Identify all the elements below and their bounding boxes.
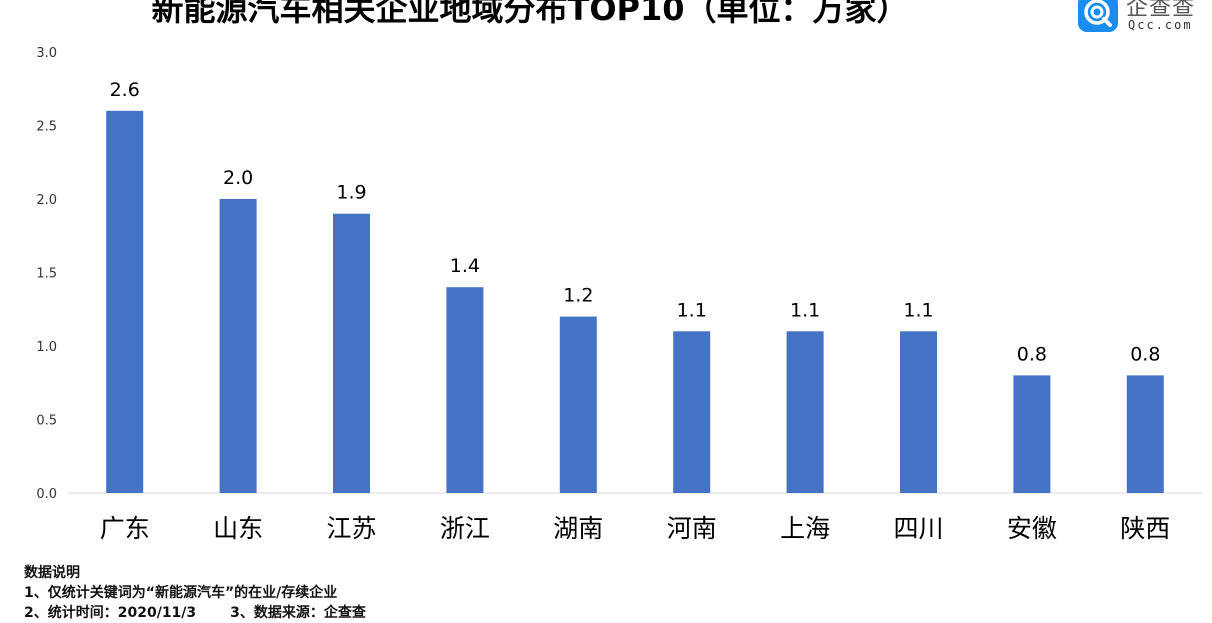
bars-group [106, 110, 1164, 494]
data-label: 0.8 [1017, 343, 1047, 365]
bar [1013, 375, 1051, 493]
x-tick-label: 陕西 [1120, 514, 1170, 543]
y-tick-label: 1.5 [36, 267, 57, 282]
qcc-logo-icon [1078, 0, 1118, 32]
bar [786, 331, 824, 493]
x-tick-label: 广东 [100, 514, 150, 543]
notes-heading: 数据说明 [24, 565, 80, 581]
x-tick-label: 安徽 [1007, 514, 1057, 543]
y-tick-label: 3.0 [36, 46, 57, 61]
y-axis-tick-labels: 0.0 0.5 1.0 1.5 2.0 2.5 3.0 [36, 46, 57, 502]
x-tick-label: 浙江 [440, 514, 490, 543]
notes-line-2-time: 2、统计时间：2020/11/3 [24, 605, 197, 621]
data-label: 1.2 [563, 285, 593, 307]
data-label: 0.8 [1130, 343, 1160, 365]
y-tick-label: 2.0 [36, 193, 57, 208]
x-axis-tick-labels: 广东 山东 江苏 浙江 湖南 河南 上海 四川 安徽 陕西 [100, 514, 1171, 543]
x-tick-label: 河南 [667, 514, 717, 543]
notes-line-2: 2、统计时间：2020/11/3 3、数据来源：企查查 [24, 603, 366, 623]
bar [219, 199, 257, 493]
data-label: 1.1 [903, 299, 933, 321]
x-tick-label: 山东 [213, 514, 263, 543]
x-tick-label: 湖南 [553, 514, 603, 543]
data-label: 1.1 [790, 299, 820, 321]
chart-title: 新能源汽车相关企业地域分布TOP10（单位：万家） [151, 0, 909, 28]
y-tick-label: 0.5 [36, 414, 57, 429]
x-tick-label: 江苏 [326, 514, 376, 543]
value-labels-group: 2.6 2.0 1.9 1.4 1.2 1.1 1.1 1.1 0.8 0.8 [110, 79, 1161, 366]
data-label: 2.6 [110, 79, 140, 101]
logo-chinese-text: 企查查 [1126, 0, 1196, 21]
data-notes: 数据说明 1、仅统计关键词为“新能源汽车”的在业/存续企业 2、统计时间：202… [24, 563, 366, 623]
bar-chart: 0.0 0.5 1.0 1.5 2.0 2.5 3.0 2.6 2.0 1.9 1.4 1.2 1.1… [36, 46, 1202, 543]
data-label: 1.4 [450, 255, 480, 277]
bar [333, 213, 370, 493]
magnifier-q-icon [1084, 0, 1112, 27]
x-tick-label: 上海 [780, 514, 830, 543]
bar [900, 331, 937, 493]
notes-line-2-source: 3、数据来源：企查查 [230, 605, 366, 621]
data-label: 2.0 [223, 167, 253, 189]
y-tick-label: 1.0 [36, 340, 57, 355]
y-tick-label: 0.0 [36, 487, 57, 502]
bar [106, 110, 144, 494]
y-tick-label: 2.5 [36, 120, 57, 135]
x-tick-label: 四川 [893, 514, 943, 543]
notes-line-1: 1、仅统计关键词为“新能源汽车”的在业/存续企业 [24, 585, 338, 601]
bar [559, 316, 597, 493]
bar [1126, 375, 1164, 493]
bar [446, 287, 484, 493]
logo-english-text: Qcc.com [1128, 18, 1193, 32]
data-label: 1.9 [336, 182, 366, 204]
qcc-logo: 企查查 Qcc.com [1078, 0, 1212, 38]
data-label: 1.1 [677, 299, 707, 321]
bar [673, 331, 711, 493]
